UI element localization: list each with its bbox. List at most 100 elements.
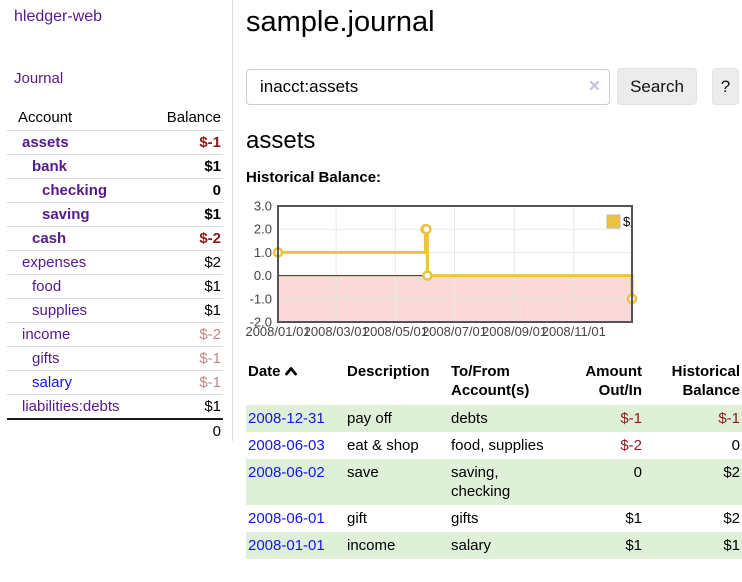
legend-label: $ xyxy=(623,214,631,229)
y-tick-label: 2.0 xyxy=(254,222,272,237)
sidebar-account-row: saving $1 xyxy=(7,202,223,226)
register-accounts: food, supplies xyxy=(451,437,544,454)
register-date-link[interactable]: 2008-01-01 xyxy=(248,537,325,554)
x-tick-label: 2008/01/01 xyxy=(246,324,311,339)
register-balance: $2 xyxy=(723,510,740,527)
sidebar-account-link-checking[interactable]: checking xyxy=(42,182,108,199)
register-description: gift xyxy=(347,510,368,527)
register-date-link[interactable]: 2008-06-03 xyxy=(248,437,325,454)
sidebar-accounts-table: Account Balance assets $-1 bank $1 checking 0… xyxy=(7,106,223,444)
register-header-balance: Historical Balance xyxy=(671,363,740,399)
sidebar-account-link-saving[interactable]: saving xyxy=(42,206,90,223)
register-description: save xyxy=(347,464,379,481)
register-date-cell: 2008-06-03 xyxy=(246,432,345,459)
search-button[interactable]: Search xyxy=(617,68,697,105)
y-tick-label: 0.0 xyxy=(254,268,272,283)
data-point xyxy=(422,270,433,281)
register-amount: $1 xyxy=(625,510,642,527)
register-header-date-label: Date xyxy=(248,363,281,380)
sidebar-account-balance: $-2 xyxy=(199,326,221,343)
sidebar-account-link-food[interactable]: food xyxy=(32,278,62,295)
sidebar-account-link-liabilities-debts[interactable]: liabilities:debts xyxy=(22,398,120,415)
search-input[interactable] xyxy=(246,68,610,105)
register-balance: $2 xyxy=(723,464,740,481)
legend-swatch xyxy=(606,214,621,229)
sidebar-account-row: income $-2 xyxy=(7,322,223,346)
register-header-description: Description xyxy=(347,363,430,380)
sidebar-account-row: bank $1 xyxy=(7,154,223,178)
accounts-rows: assets $-1 bank $1 checking 0 saving $1 cash $-2 e… xyxy=(7,130,223,418)
x-tick-label: 2008/11/01 xyxy=(542,324,606,339)
register-accounts: debts xyxy=(451,410,488,427)
register-row: 2008-06-01 gift gifts $1 $2 xyxy=(246,505,742,532)
register-header-accounts: To/From Account(s) xyxy=(451,363,530,399)
register-date-link[interactable]: 2008-06-01 xyxy=(248,510,325,527)
register-rows: 2008-12-31 pay off debts $-1 $-1 2008-06-03 ea… xyxy=(246,405,742,559)
register-amount: 0 xyxy=(633,464,642,481)
register-date-link[interactable]: 2008-06-02 xyxy=(248,464,325,481)
sidebar-account-link-cash[interactable]: cash xyxy=(32,230,67,247)
sidebar-account-link-gifts[interactable]: gifts xyxy=(32,350,60,367)
register-date-cell: 2008-06-02 xyxy=(246,459,345,505)
register-balance: $1 xyxy=(723,537,740,554)
y-tick-label: 3.0 xyxy=(254,199,272,214)
sidebar-account-link-expenses[interactable]: expenses xyxy=(22,254,87,271)
register-row: 2008-06-02 save saving, checking 0 $2 xyxy=(246,459,742,505)
sort-ascending-icon xyxy=(284,367,297,376)
main-content: sample.journal × Search ? assets Histori… xyxy=(246,0,742,582)
register-header-amount: Amount Out/In xyxy=(585,363,642,399)
sidebar-account-row: cash $-2 xyxy=(7,226,223,250)
sidebar-account-balance: $-2 xyxy=(199,230,221,247)
sidebar-account-balance: $-1 xyxy=(199,134,221,151)
sidebar-account-row: gifts $-1 xyxy=(7,346,223,370)
plot-border xyxy=(277,205,633,323)
sidebar-account-row: assets $-1 xyxy=(7,130,223,154)
register-description: eat & shop xyxy=(347,437,419,454)
y-tick-label: 1.0 xyxy=(254,245,272,260)
register-row: 2008-01-01 income salary $1 $1 xyxy=(246,532,742,559)
register-amount: $-2 xyxy=(620,437,642,454)
y-tick-label: -1.0 xyxy=(250,291,272,306)
register-accounts: salary xyxy=(451,537,492,554)
search-form: × Search ? xyxy=(246,68,739,105)
accounts-header-balance: Balance xyxy=(166,109,221,126)
register-table: Date Description To/From Account(s) Amou… xyxy=(246,360,742,559)
y-tick-label: -2.0 xyxy=(250,315,272,330)
sidebar-account-balance: $1 xyxy=(204,278,221,295)
sidebar-account-balance: $-1 xyxy=(199,350,221,367)
app-title-link[interactable]: hledger-web xyxy=(14,8,103,25)
register-date-link[interactable]: 2008-12-31 xyxy=(248,410,325,427)
data-point xyxy=(421,223,432,235)
register-date-cell: 2008-12-31 xyxy=(246,405,345,432)
sidebar-account-balance: $1 xyxy=(204,398,221,415)
register-accounts: saving, checking xyxy=(451,464,511,500)
sidebar-account-row: liabilities:debts $1 xyxy=(7,394,223,418)
register-date-cell: 2008-06-01 xyxy=(246,505,345,532)
register-row: 2008-12-31 pay off debts $-1 $-1 xyxy=(246,405,742,432)
x-tick-label: 2008/07/01 xyxy=(422,324,487,339)
clear-search-icon[interactable]: × xyxy=(588,75,600,97)
accounts-total-value: 0 xyxy=(212,423,221,440)
x-tick-label: 2008/05/01 xyxy=(363,324,428,339)
search-input-wrap: × xyxy=(246,68,610,105)
sidebar-account-link-bank[interactable]: bank xyxy=(32,158,68,175)
sidebar-account-link-salary[interactable]: salary xyxy=(32,374,73,391)
register-amount: $-1 xyxy=(620,410,642,427)
sidebar-item-journal[interactable]: Journal xyxy=(14,70,64,87)
register-date-cell: 2008-01-01 xyxy=(246,532,345,559)
register-balance: 0 xyxy=(731,437,740,454)
sidebar-account-link-supplies[interactable]: supplies xyxy=(32,302,88,319)
sidebar-account-balance: $1 xyxy=(204,302,221,319)
register-header-date[interactable]: Date xyxy=(246,360,345,405)
accounts-header-account: Account xyxy=(18,109,73,126)
register-accounts: gifts xyxy=(451,510,479,527)
x-tick-label: 2008/03/01 xyxy=(304,324,369,339)
sidebar-account-link-assets[interactable]: assets xyxy=(22,134,69,151)
help-button[interactable]: ? xyxy=(712,68,739,105)
sidebar-account-row: supplies $1 xyxy=(7,298,223,322)
sidebar-account-balance: 0 xyxy=(212,182,221,199)
register-row: 2008-06-03 eat & shop food, supplies $-2 0 xyxy=(246,432,742,459)
sidebar-account-balance: $-1 xyxy=(199,374,221,391)
sidebar-account-balance: $1 xyxy=(204,158,221,175)
sidebar-account-link-income[interactable]: income xyxy=(22,326,71,343)
